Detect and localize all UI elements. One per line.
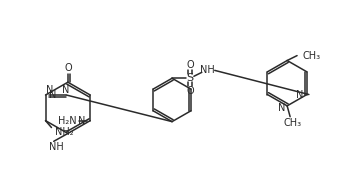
Text: N: N bbox=[78, 116, 85, 126]
Text: NH: NH bbox=[200, 65, 215, 75]
Text: S: S bbox=[186, 73, 193, 83]
Text: N: N bbox=[296, 89, 303, 99]
Text: O: O bbox=[186, 60, 194, 70]
Text: N: N bbox=[62, 85, 69, 95]
Text: N: N bbox=[50, 90, 57, 100]
Text: CH₃: CH₃ bbox=[302, 51, 320, 61]
Text: O: O bbox=[64, 63, 72, 73]
Text: N: N bbox=[46, 85, 53, 95]
Text: O: O bbox=[186, 86, 194, 96]
Text: N: N bbox=[278, 103, 285, 113]
Text: CH₃: CH₃ bbox=[283, 118, 301, 128]
Text: NH: NH bbox=[49, 142, 64, 152]
Text: H₂N: H₂N bbox=[58, 116, 76, 126]
Text: NH₂: NH₂ bbox=[55, 127, 74, 137]
